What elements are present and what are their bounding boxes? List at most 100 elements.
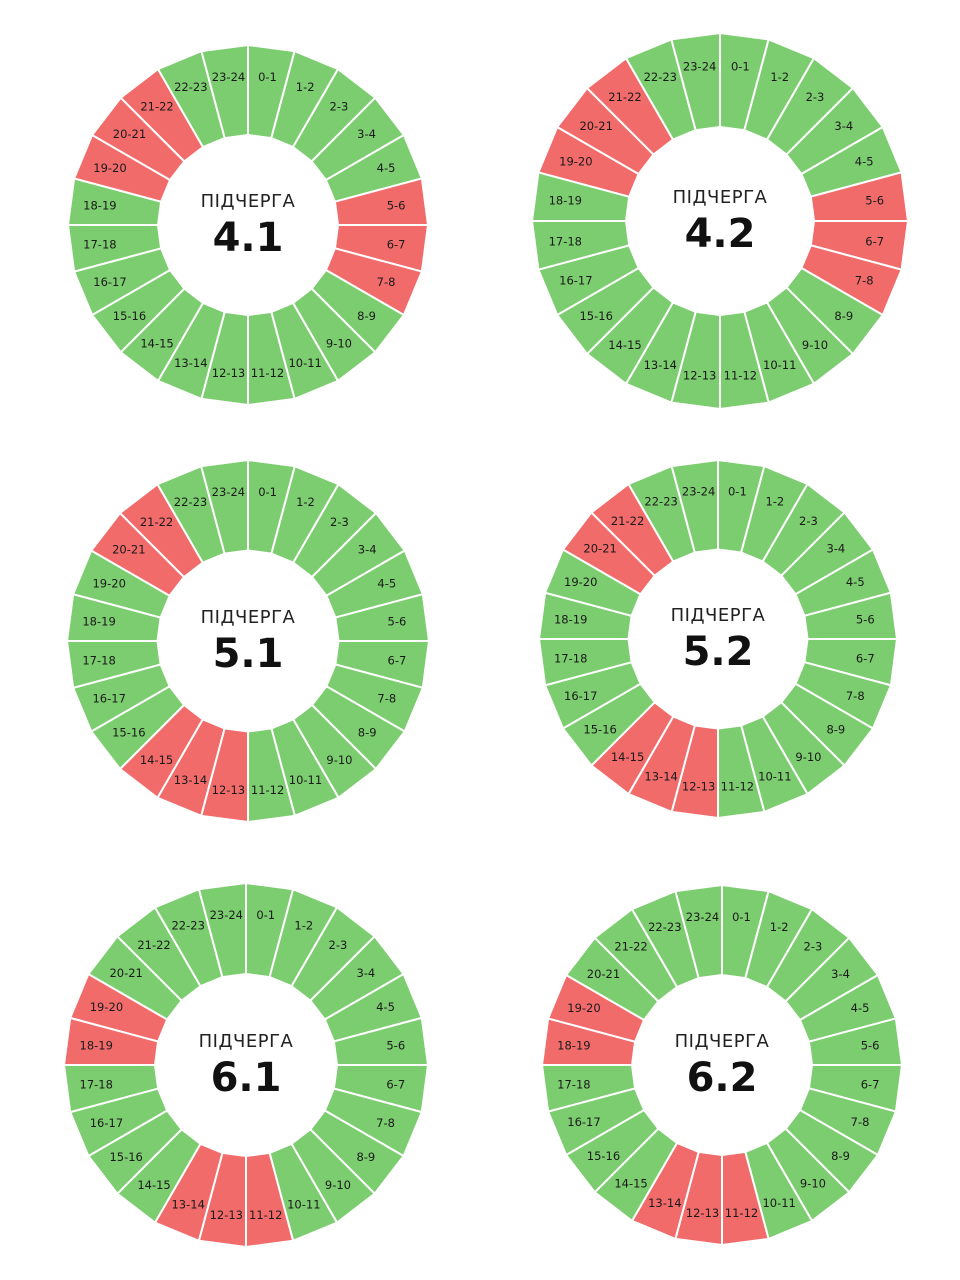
- segment-label: 18-19: [549, 194, 582, 208]
- segment-label: 3-4: [831, 967, 850, 981]
- segment-label: 8-9: [826, 722, 845, 736]
- segment-label: 10-11: [289, 773, 322, 787]
- queue-chart-6.2: 0-1 1-2 2-3 3-4 4-5 5-6 6-7 7-8 8-9 9-10 10-11 11-1…: [540, 883, 904, 1247]
- segment-label: 10-11: [287, 1198, 320, 1212]
- segment-label: 22-23: [644, 70, 677, 84]
- segment-label: 2-3: [330, 515, 349, 529]
- segment-label: 16-17: [93, 275, 126, 289]
- segment-label: 0-1: [258, 70, 277, 84]
- segment-label: 2-3: [804, 939, 823, 953]
- segment-label: 16-17: [564, 689, 597, 703]
- segment-label: 13-14: [174, 773, 207, 787]
- segment-label: 5-6: [865, 194, 884, 208]
- segment-label: 2-3: [330, 99, 349, 113]
- segment-label: 5-6: [386, 1038, 405, 1052]
- segment-label: 0-1: [728, 485, 747, 499]
- segment-label: 4-5: [376, 1000, 395, 1014]
- segment-label: 18-19: [80, 1038, 113, 1052]
- segment-label: 21-22: [137, 938, 170, 952]
- segment-label: 1-2: [294, 918, 313, 932]
- segment-label: 7-8: [377, 275, 396, 289]
- segment-label: 11-12: [251, 366, 284, 380]
- segment-label: 1-2: [765, 495, 784, 509]
- segment-label: 22-23: [174, 80, 207, 94]
- segment-label: 6-7: [856, 651, 875, 665]
- segment-label: 10-11: [758, 769, 791, 783]
- segment-label: 6-7: [387, 238, 406, 252]
- segment-label: 19-20: [567, 1001, 600, 1015]
- segment-label: 8-9: [831, 1149, 850, 1163]
- segment-label: 9-10: [795, 750, 821, 764]
- segment-label: 20-21: [112, 543, 145, 557]
- segment-label: 16-17: [92, 691, 125, 705]
- segment-label: 0-1: [732, 910, 751, 924]
- queue-number: 6.1: [211, 1055, 282, 1101]
- segment-label: 12-13: [686, 1206, 719, 1220]
- queue-subtitle: ПІДЧЕРГА: [201, 191, 296, 212]
- segment-label: 9-10: [800, 1177, 826, 1191]
- queue-subtitle: ПІДЧЕРГА: [201, 607, 296, 628]
- queue-chart-4.1: 0-1 1-2 2-3 3-4 4-5 5-6 6-7 7-8 8-9 9-10 10-11 11-1…: [66, 43, 430, 407]
- segment-label: 3-4: [356, 966, 375, 980]
- segment-label: 7-8: [846, 689, 865, 703]
- segment-label: 13-14: [171, 1198, 204, 1212]
- segment-label: 4-5: [855, 154, 874, 168]
- segment-label: 3-4: [826, 542, 845, 556]
- segment-label: 14-15: [608, 338, 641, 352]
- segment-23-24: [197, 881, 247, 979]
- segment-label: 13-14: [648, 1196, 681, 1210]
- segment-label: 19-20: [564, 575, 597, 589]
- segment-label: 7-8: [377, 691, 396, 705]
- segment-label: 12-13: [212, 783, 245, 797]
- segment-label: 10-11: [763, 358, 796, 372]
- segment-label: 7-8: [851, 1115, 870, 1129]
- segment-label: 13-14: [644, 358, 677, 372]
- segment-label: 17-18: [82, 654, 115, 668]
- segment-label: 15-16: [113, 309, 146, 323]
- segment-label: 19-20: [90, 1000, 123, 1014]
- segment-label: 17-18: [83, 238, 116, 252]
- segment-label: 19-20: [92, 577, 125, 591]
- segment-label: 14-15: [611, 750, 644, 764]
- segment-label: 11-12: [721, 779, 754, 793]
- segment-label: 8-9: [358, 725, 377, 739]
- segment-label: 12-13: [212, 366, 245, 380]
- queue-number: 5.2: [683, 629, 754, 675]
- queue-chart-6.1: 0-1 1-2 2-3 3-4 4-5 5-6 6-7 7-8 8-9 9-10 10-11 11-1…: [62, 881, 430, 1249]
- segment-label: 4-5: [377, 577, 396, 591]
- segment-label: 18-19: [82, 614, 115, 628]
- segment-label: 23-24: [212, 485, 245, 499]
- queue-subtitle: ПІДЧЕРГА: [199, 1031, 294, 1052]
- segment-label: 5-6: [388, 614, 407, 628]
- segment-label: 9-10: [325, 1178, 351, 1192]
- segment-label: 12-13: [683, 369, 716, 383]
- queue-subtitle: ПІДЧЕРГА: [675, 1031, 770, 1052]
- segment-label: 13-14: [644, 769, 677, 783]
- segment-label: 8-9: [356, 1150, 375, 1164]
- segment-label: 2-3: [799, 514, 818, 528]
- segment-label: 3-4: [834, 119, 853, 133]
- segment-label: 23-24: [686, 910, 719, 924]
- segment-23-24: [199, 458, 249, 555]
- segment-label: 20-21: [587, 967, 620, 981]
- segment-label: 2-3: [806, 90, 825, 104]
- segment-label: 17-18: [549, 234, 582, 248]
- segment-label: 20-21: [583, 542, 616, 556]
- segment-label: 21-22: [140, 99, 173, 113]
- segment-label: 23-24: [210, 908, 243, 922]
- segment-label: 7-8: [376, 1116, 395, 1130]
- segment-label: 14-15: [614, 1177, 647, 1191]
- segment-label: 15-16: [579, 309, 612, 323]
- segment-label: 4-5: [377, 161, 396, 175]
- segment-label: 6-7: [861, 1078, 880, 1092]
- segment-label: 5-6: [861, 1038, 880, 1052]
- segment-label: 3-4: [358, 543, 377, 557]
- queue-number: 6.2: [687, 1055, 758, 1101]
- segment-label: 10-11: [762, 1196, 795, 1210]
- queue-chart-5.2: 0-1 1-2 2-3 3-4 4-5 5-6 6-7 7-8 8-9 9-10 10-11 11-1…: [537, 458, 899, 820]
- segment-label: 21-22: [140, 515, 173, 529]
- segment-label: 22-23: [174, 495, 207, 509]
- segment-label: 11-12: [249, 1208, 282, 1222]
- segment-label: 20-21: [109, 966, 142, 980]
